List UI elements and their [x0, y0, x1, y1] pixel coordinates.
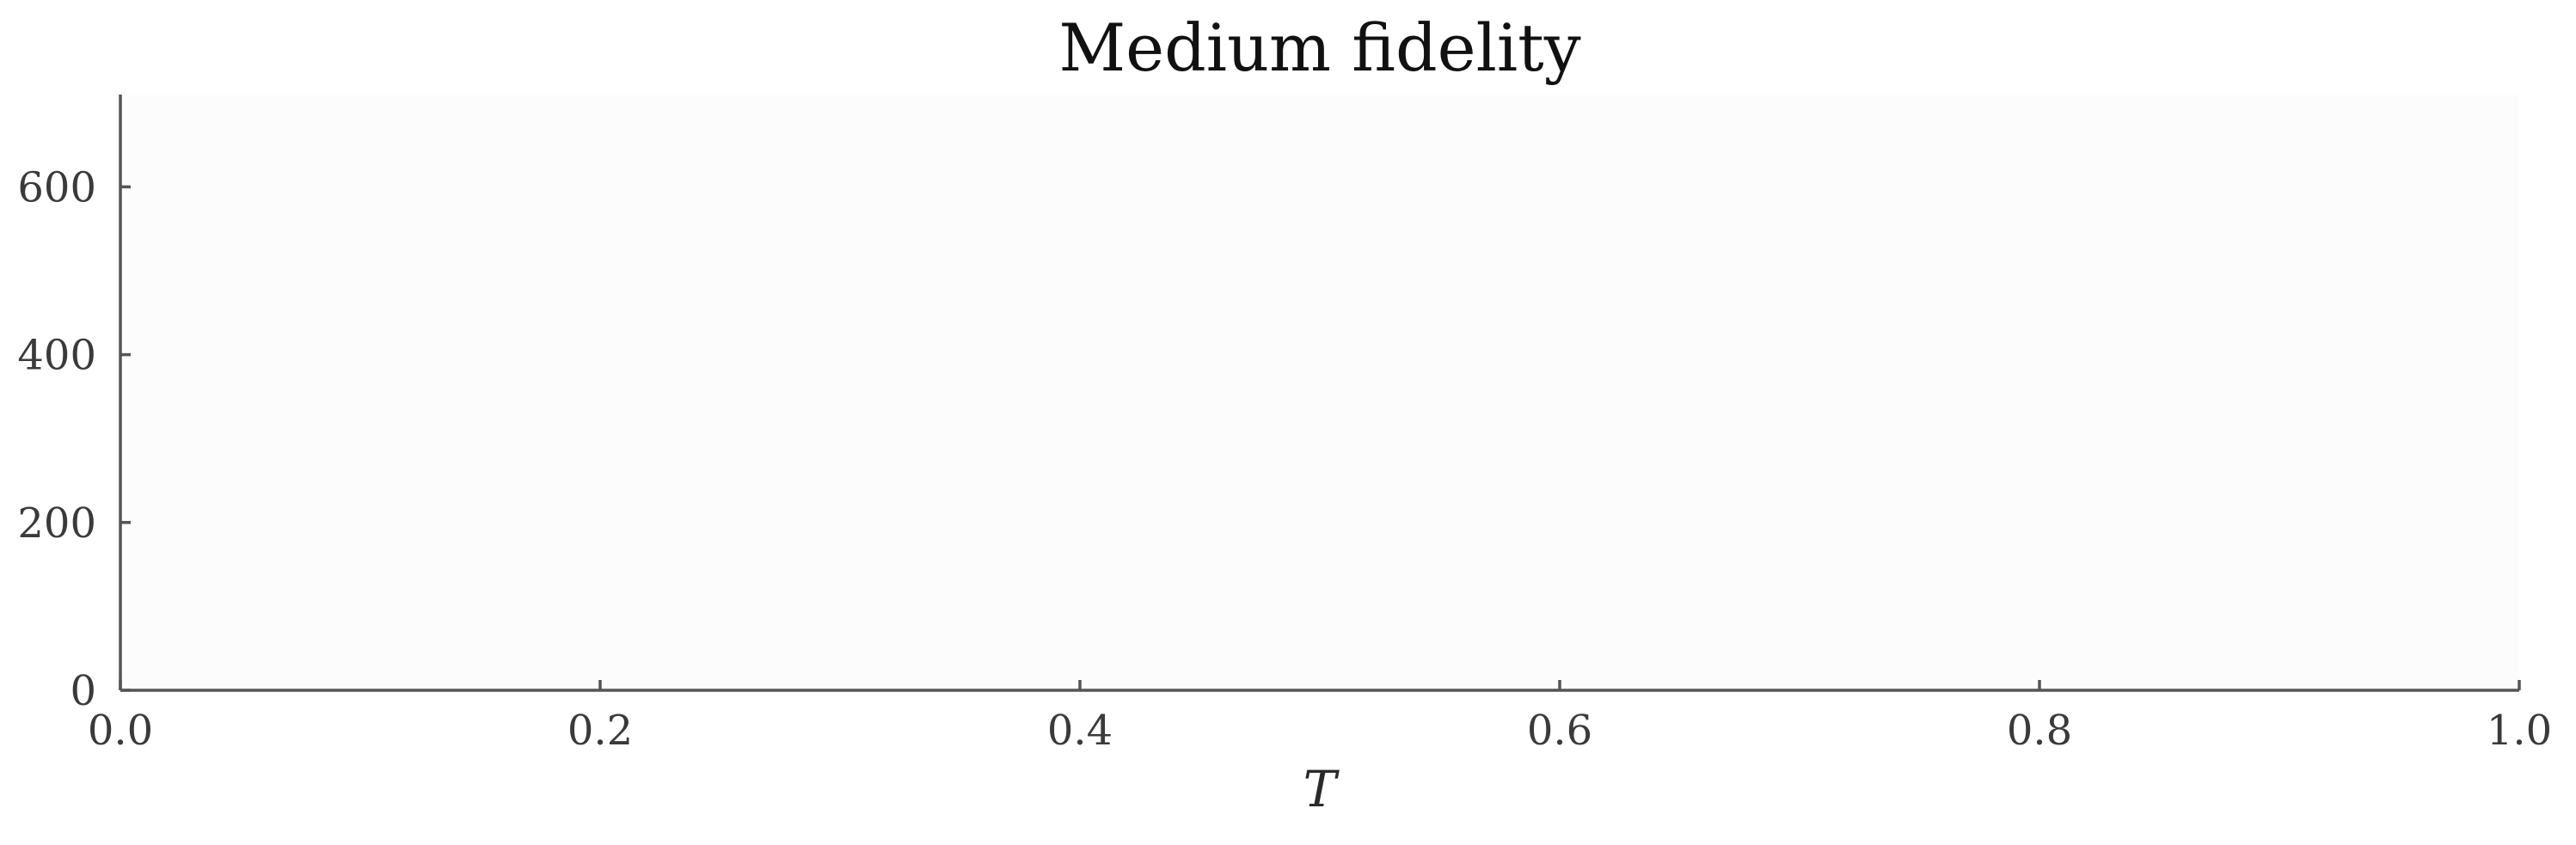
chart-title: Medium fidelity: [1058, 9, 1580, 86]
y-tick-label: 400: [17, 332, 96, 380]
x-tick-label: 0.0: [88, 707, 153, 755]
x-axis-label: T: [1303, 760, 1340, 818]
y-ticks: 0 200 400 600: [17, 163, 131, 715]
y-tick-label: 200: [17, 499, 96, 548]
x-tick-label: 0.8: [2007, 707, 2072, 755]
x-tick-label: 0.6: [1527, 707, 1592, 755]
x-tick-label: 0.4: [1047, 707, 1113, 755]
plot-area: [120, 95, 2519, 690]
x-ticks: 0.0 0.2 0.4 0.6 0.8 1.0: [88, 680, 2552, 755]
y-tick-label: 600: [17, 163, 96, 211]
y-tick-label: 0: [70, 667, 96, 715]
x-tick-label: 1.0: [2487, 707, 2552, 755]
x-tick-label: 0.2: [567, 707, 633, 755]
